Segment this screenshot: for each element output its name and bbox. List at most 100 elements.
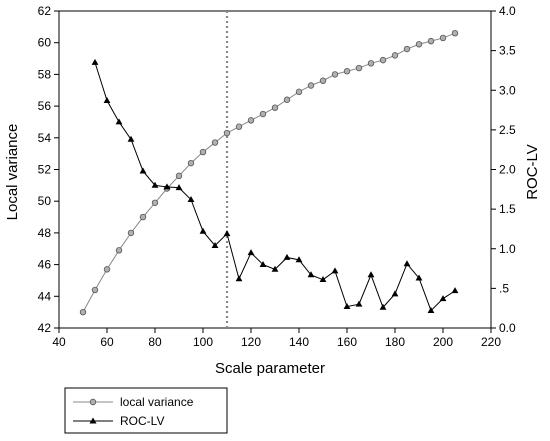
y-right-tick-label: .5	[499, 281, 509, 295]
data-point-local-variance	[103, 266, 111, 273]
y-right-tick-label: 2.0	[499, 163, 516, 177]
data-point-local-variance	[127, 229, 135, 237]
data-point-local-variance	[439, 34, 447, 42]
data-point-local-variance	[259, 110, 267, 118]
data-point-local-variance	[199, 148, 207, 156]
y-left-tick-label: 42	[38, 321, 52, 335]
y-left-tick-label: 44	[38, 289, 52, 303]
y-left-tick-label: 48	[38, 226, 52, 240]
data-point-roc-lv	[259, 261, 267, 267]
data-point-roc-lv	[223, 230, 231, 237]
x-tick-label: 60	[100, 335, 114, 349]
y-right-tick-label: 0.0	[499, 321, 516, 335]
y-left-tick-label: 58	[38, 67, 52, 81]
data-point-roc-lv	[91, 58, 99, 65]
data-point-roc-lv	[199, 227, 207, 234]
data-point-roc-lv	[331, 267, 339, 274]
data-point-roc-lv	[295, 256, 303, 263]
y-axis-right-label: ROC-LV	[524, 144, 541, 200]
legend-label-roc-lv: ROC-LV	[120, 414, 164, 428]
data-point-local-variance	[247, 117, 255, 124]
data-point-local-variance	[391, 52, 399, 59]
data-point-roc-lv	[391, 290, 399, 297]
data-point-local-variance	[235, 123, 243, 130]
x-tick-label: 40	[52, 335, 66, 349]
y-right-tick-label: 1.5	[499, 202, 516, 216]
data-point-roc-lv	[175, 184, 183, 191]
y-axis-right: 0.0 .5 1.0 1.5 2.0 2.5 3.0 3.5 4.0	[491, 4, 516, 335]
data-point-local-variance	[211, 139, 219, 146]
data-point-local-variance	[283, 96, 291, 103]
data-point-roc-lv	[187, 196, 195, 203]
data-point-roc-lv	[151, 181, 159, 188]
data-point-roc-lv	[319, 276, 327, 283]
data-point-local-variance	[403, 45, 411, 53]
y-right-tick-label: 3.5	[499, 44, 516, 58]
data-point-local-variance	[415, 41, 423, 48]
data-point-roc-lv	[235, 275, 243, 282]
y-left-tick-label: 56	[38, 99, 52, 113]
data-point-roc-lv	[451, 287, 459, 294]
y-axis-left-label: Local variance	[4, 124, 21, 221]
data-point-roc-lv	[403, 260, 411, 267]
data-point-roc-lv	[163, 183, 171, 190]
data-point-local-variance	[139, 213, 147, 221]
data-point-local-variance	[175, 172, 183, 180]
legend-label-local-variance: local variance	[120, 395, 194, 409]
data-point-local-variance	[355, 64, 363, 72]
x-tick-label: 100	[193, 335, 213, 349]
legend-swatch-marker-roc-lv	[89, 417, 97, 424]
data-point-roc-lv	[439, 295, 447, 302]
series-line-roc-lv	[94, 62, 456, 312]
data-point-roc-lv	[355, 300, 363, 307]
y-left-tick-label: 46	[38, 258, 52, 272]
x-axis-label: Scale parameter	[215, 360, 325, 377]
data-point-roc-lv	[247, 249, 255, 256]
plot-area-border	[58, 10, 492, 329]
y-left-tick-label: 50	[38, 194, 52, 208]
data-point-local-variance	[115, 247, 123, 254]
data-point-roc-lv	[379, 303, 387, 310]
legend-box	[64, 387, 228, 434]
y-right-tick-label: 1.0	[499, 242, 516, 256]
series-group	[79, 29, 459, 316]
series-line-local-variance	[82, 32, 456, 313]
data-point-local-variance	[223, 129, 231, 137]
data-point-local-variance	[187, 159, 195, 167]
data-point-roc-lv	[415, 274, 423, 281]
data-point-roc-lv	[103, 96, 111, 103]
data-point-roc-lv	[211, 241, 219, 248]
data-point-roc-lv	[343, 303, 351, 310]
legend-swatch-marker-local-variance	[89, 398, 97, 406]
x-tick-label: 200	[433, 335, 453, 349]
x-axis: 40 60 80 100 120 140 160 180 200 220	[52, 328, 501, 349]
y-left-tick-label: 60	[38, 36, 52, 50]
data-point-roc-lv	[115, 118, 123, 125]
x-tick-label: 220	[481, 335, 501, 349]
data-point-local-variance	[295, 88, 303, 96]
data-point-local-variance	[91, 286, 99, 294]
data-point-local-variance	[331, 71, 339, 78]
y-left-tick-label: 54	[38, 131, 52, 145]
y-left-tick-label: 52	[38, 163, 52, 177]
y-right-tick-label: 2.5	[499, 123, 516, 137]
data-point-local-variance	[271, 104, 279, 111]
data-point-local-variance	[451, 29, 459, 37]
plot-frame	[58, 10, 492, 329]
data-point-roc-lv	[139, 167, 147, 174]
data-point-roc-lv	[271, 265, 279, 272]
x-tick-label: 120	[241, 335, 261, 349]
x-tick-label: 140	[289, 335, 309, 349]
y-axis-left: 42 44 46 48 50 52 54 56 58 60 62	[38, 4, 59, 335]
data-point-local-variance	[379, 56, 387, 64]
data-point-roc-lv	[127, 135, 135, 142]
data-point-local-variance	[79, 308, 87, 316]
data-point-local-variance	[307, 82, 315, 89]
data-point-roc-lv	[283, 253, 291, 260]
data-point-local-variance	[319, 77, 327, 84]
data-point-local-variance	[427, 37, 435, 45]
legend: local variance ROC-LV	[64, 387, 228, 434]
y-right-tick-label: 4.0	[499, 4, 516, 18]
x-tick-label: 80	[148, 335, 162, 349]
